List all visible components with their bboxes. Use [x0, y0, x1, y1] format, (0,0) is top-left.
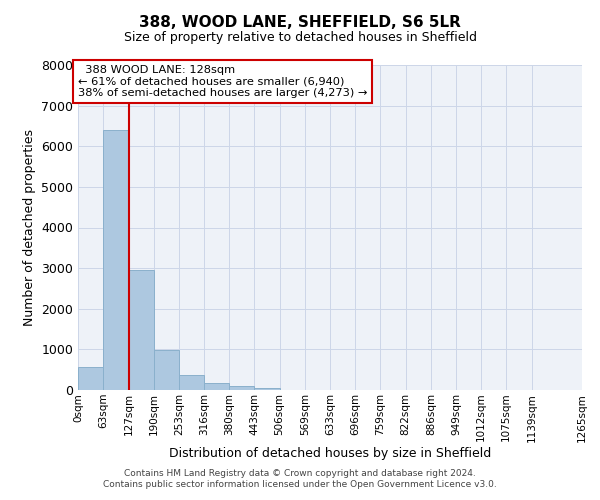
Bar [229, 386, 254, 390]
Text: Size of property relative to detached houses in Sheffield: Size of property relative to detached ho… [124, 31, 476, 44]
X-axis label: Distribution of detached houses by size in Sheffield: Distribution of detached houses by size … [169, 447, 491, 460]
Bar [254, 388, 280, 390]
Text: 388 WOOD LANE: 128sqm
← 61% of detached houses are smaller (6,940)
38% of semi-d: 388 WOOD LANE: 128sqm ← 61% of detached … [78, 65, 367, 98]
Bar [128, 270, 154, 390]
Y-axis label: Number of detached properties: Number of detached properties [23, 129, 35, 326]
Bar [78, 367, 103, 390]
Text: 388, WOOD LANE, SHEFFIELD, S6 5LR: 388, WOOD LANE, SHEFFIELD, S6 5LR [139, 15, 461, 30]
Bar [103, 130, 128, 390]
Bar [154, 350, 179, 390]
Bar [179, 374, 204, 390]
Text: Contains HM Land Registry data © Crown copyright and database right 2024.: Contains HM Land Registry data © Crown c… [124, 469, 476, 478]
Text: Contains public sector information licensed under the Open Government Licence v3: Contains public sector information licen… [103, 480, 497, 489]
Bar [204, 383, 229, 390]
